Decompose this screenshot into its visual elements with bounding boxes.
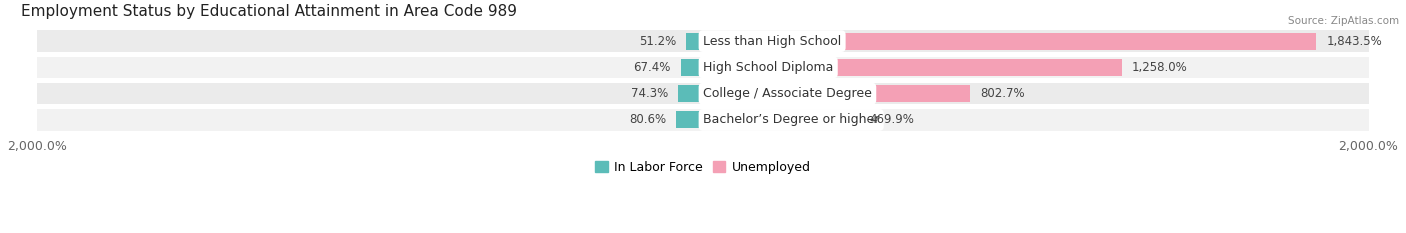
Bar bbox=[38, 57, 1368, 78]
Bar bbox=[38, 83, 1368, 104]
Bar bbox=[703, 33, 1316, 50]
Text: 1,258.0%: 1,258.0% bbox=[1132, 61, 1187, 74]
Legend: In Labor Force, Unemployed: In Labor Force, Unemployed bbox=[591, 156, 815, 179]
Text: 802.7%: 802.7% bbox=[980, 87, 1025, 100]
Bar bbox=[703, 111, 859, 128]
Text: Employment Status by Educational Attainment in Area Code 989: Employment Status by Educational Attainm… bbox=[21, 4, 517, 19]
Bar bbox=[703, 59, 1122, 76]
Text: 1,843.5%: 1,843.5% bbox=[1326, 35, 1382, 48]
Bar bbox=[676, 111, 703, 128]
Text: College / Associate Degree: College / Associate Degree bbox=[703, 87, 872, 100]
Text: 67.4%: 67.4% bbox=[633, 61, 671, 74]
Text: Bachelor’s Degree or higher: Bachelor’s Degree or higher bbox=[703, 113, 879, 127]
Bar bbox=[38, 30, 1368, 52]
Text: 74.3%: 74.3% bbox=[631, 87, 668, 100]
Text: 469.9%: 469.9% bbox=[869, 113, 914, 127]
Text: 80.6%: 80.6% bbox=[628, 113, 666, 127]
Text: High School Diploma: High School Diploma bbox=[703, 61, 834, 74]
Text: Source: ZipAtlas.com: Source: ZipAtlas.com bbox=[1288, 16, 1399, 26]
Text: Less than High School: Less than High School bbox=[703, 35, 841, 48]
Bar bbox=[38, 109, 1368, 131]
Text: 51.2%: 51.2% bbox=[638, 35, 676, 48]
Bar bbox=[681, 59, 703, 76]
Bar bbox=[686, 33, 703, 50]
Bar bbox=[678, 85, 703, 102]
Bar bbox=[703, 85, 970, 102]
